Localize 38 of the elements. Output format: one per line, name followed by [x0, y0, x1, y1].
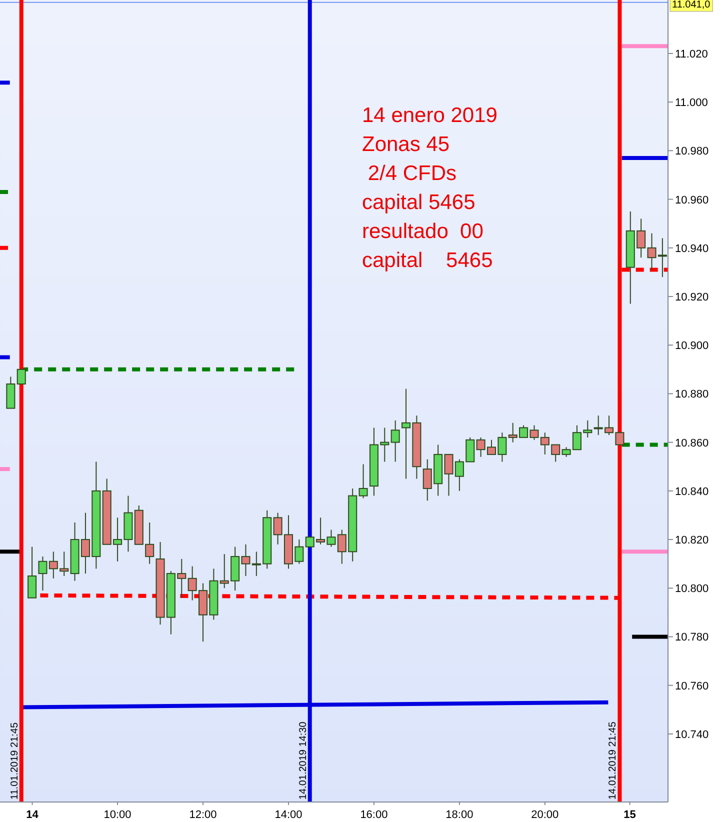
x-tick-label: 20:00: [531, 809, 559, 821]
annotation: capital 5465: [362, 249, 493, 272]
y-tick-label: 10.980: [675, 146, 709, 158]
y-tick-label: 10.800: [675, 583, 709, 596]
annotation: 11.01.2019 21:45: [9, 722, 20, 800]
x2-tick-label: 14: [26, 809, 40, 821]
y-tick-label: 10.900: [675, 340, 709, 352]
annotation: capital 5465: [362, 191, 476, 214]
y-tick-label: 10.820: [675, 534, 709, 547]
x2-tick-label: 15: [624, 809, 636, 821]
x-tick-label: 14:00: [274, 809, 302, 821]
y-tick-label: 11.020: [675, 48, 708, 60]
annotation: 14 enero 2019: [362, 104, 498, 127]
y-tick-label: 10.740: [675, 728, 709, 741]
annotation: 14.01.2019 21:45: [608, 721, 619, 800]
y-tick-label: 11.000: [675, 97, 708, 110]
x-tick-label: 12:00: [189, 809, 217, 821]
y-tick-label: 10.840: [675, 486, 709, 498]
annotation: Zonas 45: [362, 133, 450, 156]
candlestick: [38, 556, 48, 592]
y-tick-label: 10.920: [675, 291, 709, 304]
x-tick-label: 18:00: [446, 809, 474, 821]
y-tick-label: 10.760: [675, 680, 709, 692]
candlestick: [28, 546, 37, 598]
ref-line-label: 11.041,0: [672, 0, 711, 10]
annotation: resultado 00: [362, 220, 484, 243]
y-tick-label: 10.860: [675, 437, 709, 450]
x-tick-label: 10:00: [104, 809, 132, 821]
candlestick: [390, 420, 400, 462]
annotation: 2/4 CFDs: [362, 162, 457, 185]
x-tick-label: 16:00: [360, 809, 388, 821]
y-tick-label: 10.780: [675, 632, 709, 644]
y-tick-label: 10.880: [675, 388, 709, 401]
candlestick: [358, 464, 368, 499]
y-tick-label: 10.940: [675, 242, 709, 255]
y-tick-label: 10.960: [675, 194, 709, 206]
candlestick: [16, 368, 26, 384]
annotation: 14.01.2019 14:30: [298, 721, 309, 800]
